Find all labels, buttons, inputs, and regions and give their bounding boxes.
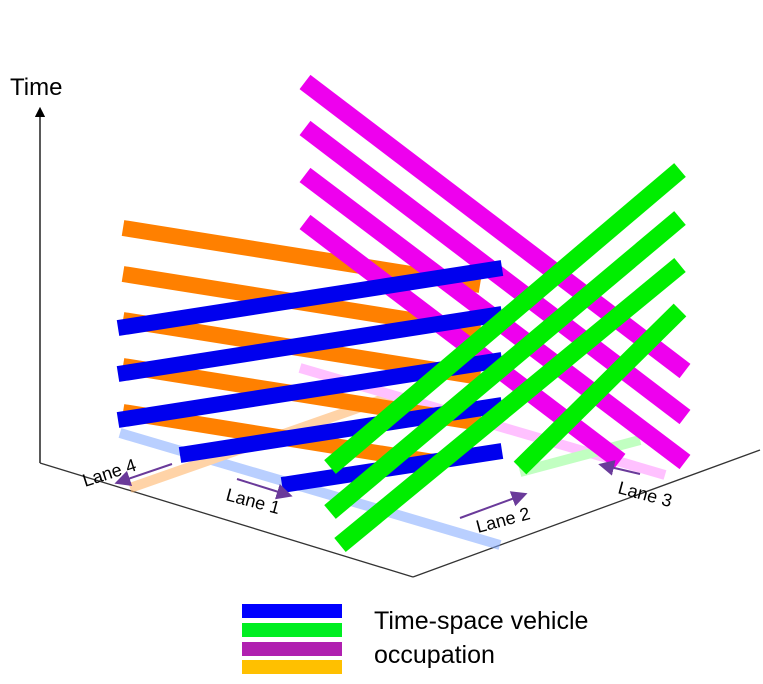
legend-label: Time-space vehicle occupation — [374, 607, 589, 669]
green-bars — [324, 163, 687, 552]
direction-arrow — [236, 478, 293, 500]
base-axis — [412, 449, 761, 578]
legend-swatch — [242, 604, 342, 618]
legend-swatch — [242, 623, 342, 637]
direction-arrow — [459, 491, 528, 519]
occupation-bar — [116, 306, 504, 382]
occupation-bar — [334, 258, 686, 552]
axes — [34, 106, 761, 578]
occupation-bar — [324, 163, 686, 474]
occupation-bar — [116, 260, 504, 336]
legend-swatches — [242, 604, 342, 674]
lane-path — [518, 435, 642, 477]
occupation-bar — [324, 211, 686, 519]
direction-arrow — [598, 460, 641, 476]
lane-label: Lane 3 — [616, 478, 674, 512]
base-axis — [39, 462, 414, 578]
axis-label: Time — [10, 74, 62, 101]
lane-label: Lane 2 — [474, 503, 532, 537]
legend-swatch — [242, 642, 342, 656]
direction-arrow — [114, 463, 173, 486]
legend-swatch — [242, 660, 342, 674]
occupation-bar — [513, 303, 687, 475]
lane-arrows — [114, 460, 641, 519]
